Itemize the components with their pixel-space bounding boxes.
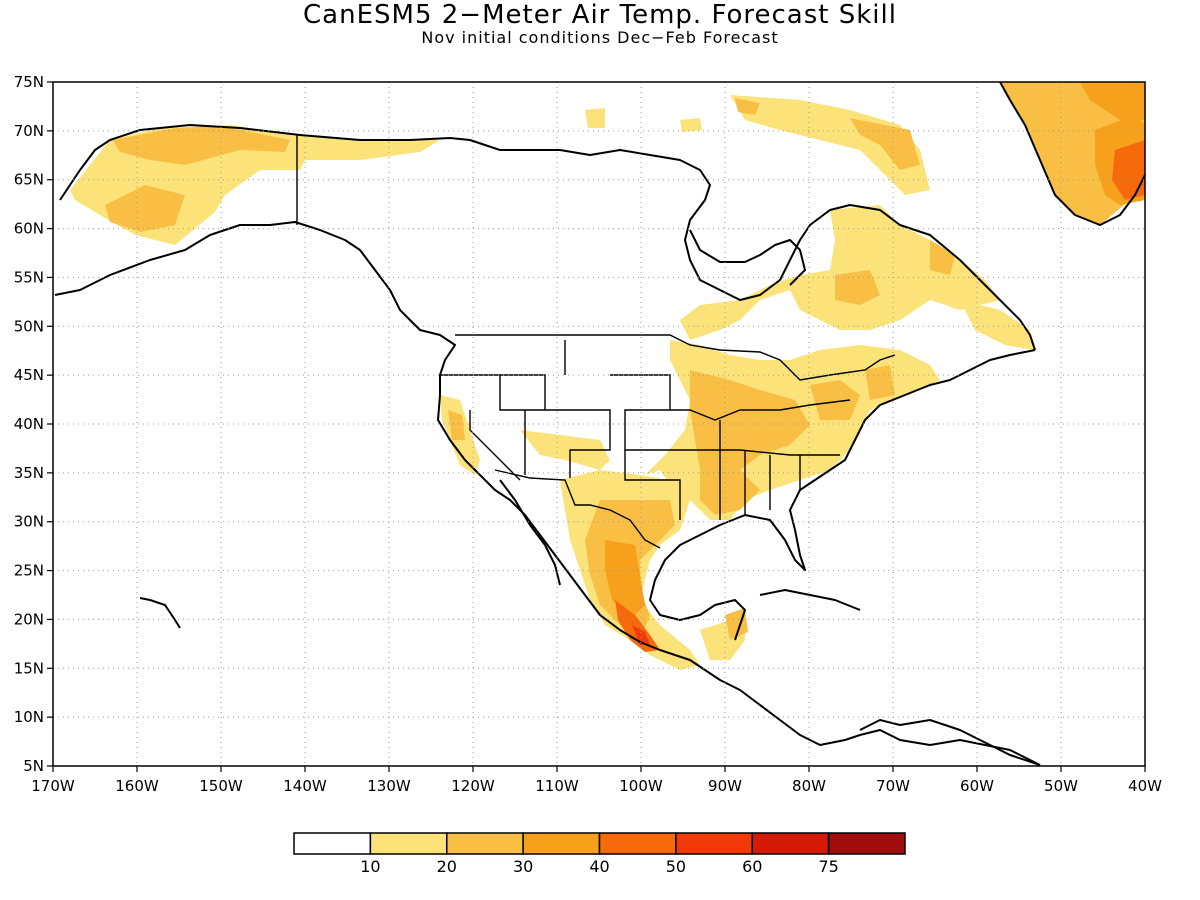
colorbar-swatch — [446, 832, 524, 855]
lon-tick-label: 110W — [535, 777, 579, 795]
lon-tick-label: 150W — [199, 777, 243, 795]
longitude-axis: 170W 160W 150W 140W 130W 120W 110W 100W 90W 80W 70… — [31, 766, 1162, 795]
shading-greenland-2 — [1080, 82, 1145, 120]
coast-alaska — [54, 221, 1041, 766]
shading-newfoundland — [960, 300, 1035, 350]
shading-west-coast-2 — [448, 410, 465, 440]
coast-arctic-mainland — [469, 139, 1036, 351]
colorbar-label: 30 — [513, 857, 533, 876]
colorbar-label: 60 — [742, 857, 762, 876]
colorbar-label: 50 — [666, 857, 686, 876]
colorbar-swatch — [751, 832, 830, 855]
lat-tick-label: 70N — [14, 122, 44, 140]
colorbar-swatch — [675, 832, 753, 855]
lon-tick-label: 60W — [960, 777, 994, 795]
colorbar-label: 40 — [589, 857, 609, 876]
shading-arctic-islands — [730, 95, 930, 195]
lat-tick-label: 45N — [14, 366, 44, 384]
shading-alaska-3 — [105, 185, 185, 232]
lon-tick-label: 40W — [1128, 777, 1162, 795]
gridlines — [53, 82, 1145, 766]
shading-west-interior — [520, 430, 610, 470]
colorbar-swatch — [598, 832, 677, 855]
colorbar-label: 20 — [437, 857, 457, 876]
shading-quebec-3 — [930, 240, 955, 275]
political-borders — [296, 135, 896, 549]
colorbar-swatch — [369, 832, 448, 855]
lat-tick-label: 65N — [14, 171, 44, 189]
shading-eastern-us-4 — [810, 380, 860, 420]
map-subtitle: Nov initial conditions Dec−Feb Forecast — [421, 28, 779, 47]
colorbar-swatch — [827, 832, 906, 855]
lat-tick-label: 10N — [14, 708, 44, 726]
lat-tick-label: 5N — [23, 757, 44, 775]
border-us-mexico — [494, 469, 661, 549]
lat-tick-label: 20N — [14, 610, 44, 628]
colorbar-swatch — [293, 832, 372, 855]
lat-tick-label: 15N — [14, 659, 44, 677]
lon-tick-label: 80W — [792, 777, 826, 795]
coast-greenland — [999, 82, 1145, 226]
shading-mexico-5 — [632, 625, 650, 645]
lon-tick-label: 50W — [1044, 777, 1078, 795]
lat-tick-label: 55N — [14, 268, 44, 286]
shading-quebec-2 — [835, 270, 880, 305]
lat-tick-label: 60N — [14, 220, 44, 238]
colorbar: 10 20 30 40 50 60 75 — [293, 832, 906, 876]
skill-shading — [70, 82, 1145, 670]
shading-alaska-2 — [113, 126, 290, 165]
colorbar-label: 75 — [818, 857, 838, 876]
shading-arctic-small — [585, 108, 605, 128]
lat-tick-label: 40N — [14, 415, 44, 433]
shading-arctic-islands-2 — [735, 98, 760, 115]
shading-greenland-4 — [1112, 140, 1145, 200]
border-states-west — [440, 340, 685, 481]
shading-arctic-islands-3 — [850, 118, 920, 170]
coast-hudson-bay — [689, 229, 806, 286]
latitude-axis: 75N 70N 65N 60N 55N 50N 45N 40N 35N 30N 25N 20N 15N 1… — [14, 73, 53, 775]
colorbar-label: 10 — [360, 857, 380, 876]
lat-tick-label: 30N — [14, 513, 44, 531]
lon-tick-label: 90W — [708, 777, 742, 795]
lon-tick-label: 140W — [283, 777, 327, 795]
lon-tick-label: 160W — [115, 777, 159, 795]
border-us-canada — [455, 334, 896, 381]
shading-mexico-4 — [615, 600, 660, 652]
shading-quebec — [680, 205, 1000, 340]
coast-alaska-north — [59, 124, 471, 201]
lat-tick-label: 25N — [14, 562, 44, 580]
lon-tick-label: 100W — [619, 777, 663, 795]
lon-tick-label: 120W — [451, 777, 495, 795]
lat-tick-label: 75N — [14, 73, 44, 91]
shading-eastern-us-5 — [865, 365, 895, 400]
lon-tick-label: 170W — [31, 777, 75, 795]
coast-hawaii — [139, 597, 181, 629]
lat-tick-label: 50N — [14, 317, 44, 335]
coast-south-america — [859, 719, 1041, 766]
lat-tick-label: 35N — [14, 464, 44, 482]
lon-tick-label: 70W — [876, 777, 910, 795]
border-states-central — [624, 399, 851, 520]
map-title: CanESM5 2−Meter Air Temp. Forecast Skill — [303, 0, 897, 30]
shading-arctic-small-2 — [680, 118, 702, 132]
coast-cuba — [759, 589, 861, 611]
colorbar-swatch — [522, 832, 601, 855]
lon-tick-label: 130W — [367, 777, 411, 795]
coast-baja — [499, 479, 561, 586]
